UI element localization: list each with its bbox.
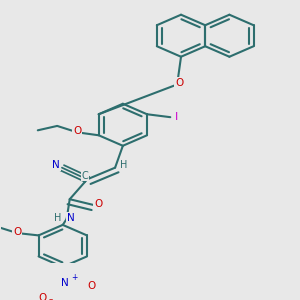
Text: C: C (82, 171, 88, 181)
Text: O: O (175, 78, 183, 88)
Text: O: O (87, 280, 95, 291)
Text: O: O (73, 126, 82, 136)
Text: O: O (94, 199, 103, 209)
Text: N: N (61, 278, 69, 288)
Text: O: O (38, 292, 47, 300)
Text: H: H (120, 160, 127, 170)
Text: +: + (72, 273, 78, 282)
Text: O: O (13, 226, 21, 237)
Text: I: I (175, 112, 178, 122)
Text: N: N (52, 160, 60, 170)
Text: H: H (54, 213, 62, 223)
Text: N: N (67, 213, 74, 223)
Text: –: – (48, 295, 52, 300)
